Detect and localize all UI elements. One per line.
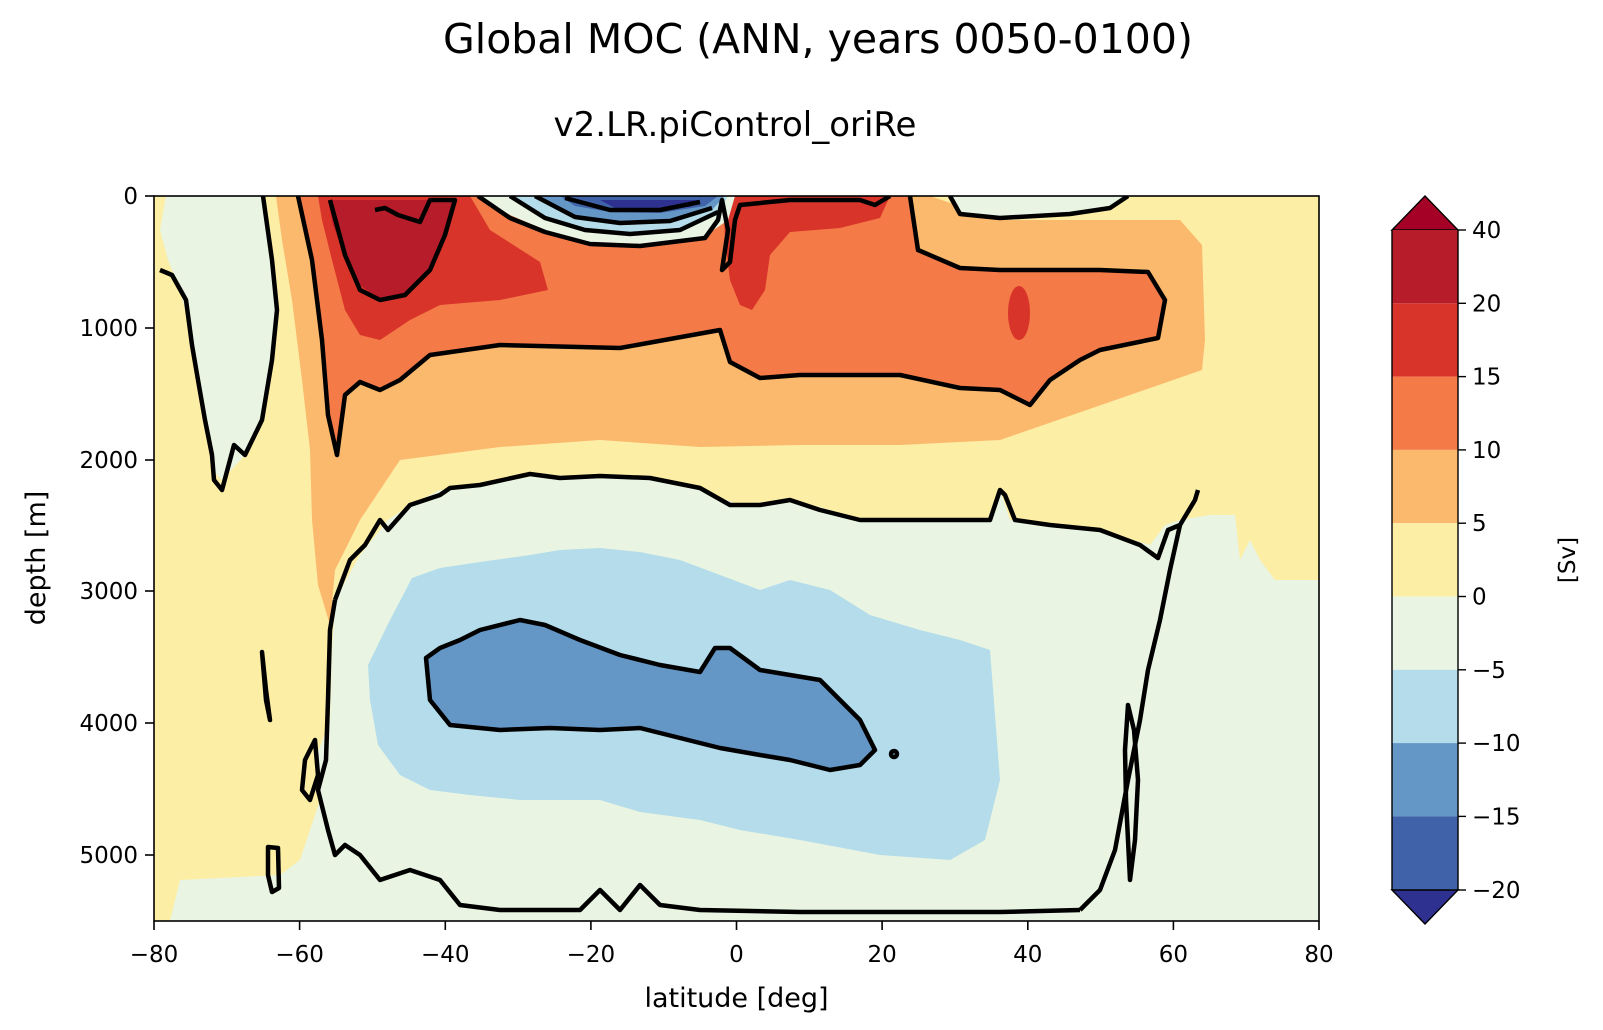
colorbar-swatch [1392,743,1458,817]
region-15-to-20-north-patch [1008,286,1030,340]
colorbar-tick-label: 15 [1472,365,1501,391]
y-axis: 0 1000 2000 3000 4000 5000 depth [m] [21,184,154,869]
y-tick-label: 0 [123,184,138,210]
region-southern-cell-neg5-to-0 [160,196,277,480]
y-tick-label: 4000 [79,711,138,737]
colorbar-label: [Sv] [1555,537,1581,583]
x-axis: −80 −60 −40 −20 0 20 40 60 80 latitude [… [130,921,1334,1014]
contour-0-abyssal-top [332,471,1201,601]
contour-5-main [295,196,1168,458]
x-tick-label: 40 [1013,942,1042,968]
y-tick-label: 1000 [79,316,138,342]
colorbar-swatch [1392,376,1458,450]
colorbar: 40 20 15 10 5 0 −5 −10 −15 −20 [Sv] [1390,194,1581,926]
contour-0-abyssal-left [315,599,1081,915]
colorbar-tick-label: 40 [1472,218,1501,244]
x-tick-label: −80 [130,942,179,968]
figure-suptitle: Global MOC (ANN, years 0050-0100) [443,15,1193,63]
contour-neg10-abyssal [423,617,878,773]
colorbar-tick-label: 0 [1472,585,1487,611]
colorbar-tick-label: 10 [1472,438,1501,464]
region-neg15-to-neg10 [426,620,875,770]
y-axis-label: depth [m] [21,491,52,626]
contour-neg10-equatorial [533,196,713,226]
contour-0-small-left-1 [299,737,321,803]
x-tick-label: 80 [1304,942,1333,968]
region-15-to-20-north [723,196,890,310]
contour-0-small-left-3 [265,844,282,895]
colorbar-swatch [1392,230,1458,304]
colorbar-swatch [1392,523,1458,597]
x-tick-label: −40 [421,942,470,968]
colorbar-swatch [1392,303,1458,377]
axes-title: v2.LR.piControl_oriRe [554,105,917,145]
colorbar-tick-label: −15 [1472,804,1521,830]
colorbar-swatch [1392,449,1458,524]
colorbar-swatch [1392,669,1458,744]
contour-plot-area [154,196,1319,921]
y-tick-label: 3000 [79,579,138,605]
colorbar-tick-label: −5 [1472,658,1506,684]
x-tick-label: −60 [275,942,324,968]
colorbar-tick-label: 5 [1472,511,1487,537]
colorbar-tick-label: −20 [1472,878,1521,904]
contour-neg5-equatorial [508,196,719,237]
colorbar-swatch [1392,596,1458,670]
contour-0-north-surface [948,196,1130,221]
colorbar-tick-label: −10 [1472,731,1521,757]
x-axis-label: latitude [deg] [644,983,828,1014]
x-tick-label: 60 [1159,942,1188,968]
y-tick-label: 2000 [79,448,138,474]
y-tick-label: 5000 [79,843,138,869]
contour-lines [159,196,1201,915]
contour-0-abyssal-right [1078,524,1183,912]
colorbar-swatch [1392,816,1458,890]
contour-neg15-equatorial [564,196,701,213]
contour-0-small-right [1122,702,1141,883]
contour-0-equatorial [476,196,892,273]
x-tick-label: 20 [867,942,896,968]
contour-neg10-dot [888,748,900,760]
x-tick-label: −20 [567,942,616,968]
colorbar-over-extend [1390,194,1460,231]
colorbar-tick-label: 20 [1472,291,1501,317]
x-tick-label: 0 [729,942,744,968]
contour-0-southern-cell [159,196,280,493]
contour-0-small-left-2 [259,649,273,723]
colorbar-under-extend [1390,889,1460,926]
contour-10-south [327,197,458,303]
